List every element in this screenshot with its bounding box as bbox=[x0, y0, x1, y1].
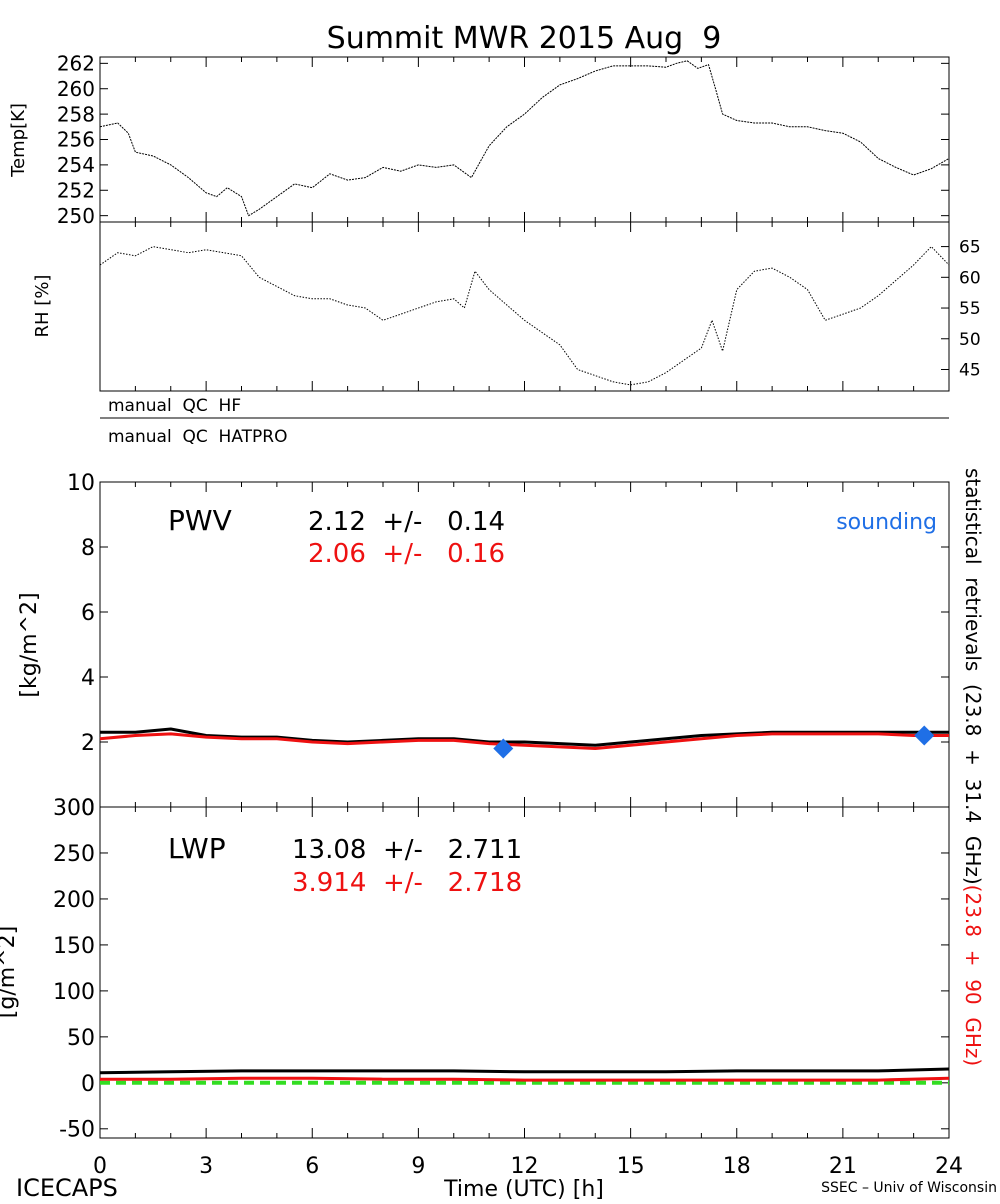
right-label-red: (23.8 + 90 GHz) bbox=[961, 885, 985, 1067]
rh-ylabel: RH [%] bbox=[32, 275, 53, 338]
x-tick-label: 21 bbox=[829, 1154, 857, 1179]
lwp-red-stat: 3.914 +/- 2.718 bbox=[292, 868, 522, 898]
lwp-red-series-line bbox=[100, 1076, 950, 1082]
temp-ytick-label: 254 bbox=[57, 153, 95, 177]
x-tick-label: 3 bbox=[199, 1154, 213, 1179]
pwv-black-series-line bbox=[100, 727, 949, 747]
pwv-label: PWV bbox=[168, 504, 232, 537]
chart-title: Summit MWR 2015 Aug 9 bbox=[327, 21, 722, 56]
x-tick-label: 0 bbox=[93, 1154, 107, 1179]
pwv-ylabel: [kg/m^2] bbox=[17, 592, 42, 697]
lwp-series bbox=[99, 1067, 950, 1085]
sounding-point bbox=[493, 738, 514, 759]
lwp-black-stat: 13.08 +/- 2.711 bbox=[292, 835, 522, 865]
rh-ytick-label: 50 bbox=[959, 330, 981, 350]
rh-series-line bbox=[99, 246, 950, 386]
pwv-y-ticks: 0 2 4 6 8 10 bbox=[67, 471, 949, 821]
pwv-red-series-line bbox=[99, 732, 949, 750]
x-axis-label: Time (UTC) [h] bbox=[443, 1177, 604, 1200]
sounding-point bbox=[914, 725, 935, 746]
pwv-ytick-label: 10 bbox=[67, 471, 95, 496]
temp-ytick-label: 258 bbox=[57, 102, 95, 126]
pwv-red-stat: 2.06 +/- 0.16 bbox=[308, 539, 505, 569]
lwp-black-series-line bbox=[99, 1067, 950, 1075]
lwp-ytick-label: 200 bbox=[53, 888, 95, 913]
pwv-ytick-label: 8 bbox=[81, 536, 95, 561]
temp-ytick-label: 256 bbox=[57, 128, 95, 152]
lwp-label: LWP bbox=[168, 832, 226, 865]
lwp-ytick-label: 50 bbox=[67, 1026, 95, 1051]
x-tick-label: 15 bbox=[617, 1154, 645, 1179]
lwp-ytick-label: -50 bbox=[59, 1118, 95, 1143]
pwv-black-stat: 2.12 +/- 0.14 bbox=[308, 507, 505, 537]
lwp-ytick-label: 0 bbox=[81, 1072, 95, 1097]
temp-ytick-label: 252 bbox=[57, 178, 95, 202]
x-tick-label: 18 bbox=[723, 1154, 751, 1179]
qc-row-hatpro: manual QC HATPRO bbox=[108, 427, 287, 447]
x-tick-label: 6 bbox=[305, 1154, 319, 1179]
pwv-ytick-label: 6 bbox=[81, 601, 95, 626]
x-tick-label: 9 bbox=[411, 1154, 425, 1179]
qc-row-hf: manual QC HF bbox=[108, 396, 241, 416]
pwv-series bbox=[99, 725, 949, 759]
rh-ytick-label: 65 bbox=[959, 238, 981, 258]
lwp-y-ticks: -50 0 50 100 150 200 250 300 bbox=[53, 796, 949, 1143]
temp-ytick-label: 250 bbox=[57, 204, 95, 228]
rh-ytick-label: 55 bbox=[959, 299, 981, 319]
rh-ytick-label: 60 bbox=[959, 268, 981, 288]
sounding-legend: sounding bbox=[836, 510, 937, 535]
right-label: statistical retrievals (23.8 + 31.4 GHz)… bbox=[961, 468, 985, 1066]
lwp-ylabel: [g/m^2] bbox=[0, 926, 20, 1018]
rh-series bbox=[99, 246, 950, 386]
lwp-ytick-label: 250 bbox=[53, 842, 95, 867]
lwp-ytick-label: 300 bbox=[53, 796, 95, 821]
pwv-ytick-label: 2 bbox=[81, 731, 95, 756]
x-tick-label: 24 bbox=[935, 1154, 963, 1179]
lwp-ytick-label: 100 bbox=[53, 980, 95, 1005]
lwp-ytick-label: 150 bbox=[53, 934, 95, 959]
pwv-ytick-label: 0 bbox=[81, 796, 95, 821]
temp-ytick-label: 262 bbox=[57, 52, 95, 76]
temp-ytick-label: 260 bbox=[57, 77, 95, 101]
rh-ytick-label: 45 bbox=[959, 361, 981, 381]
temp-ylabel: Temp[K] bbox=[8, 103, 29, 178]
pwv-ytick-label: 4 bbox=[81, 666, 95, 691]
footer-right: SSEC – Univ of Wisconsin bbox=[821, 1180, 997, 1196]
right-label-black: statistical retrievals (23.8 + 31.4 GHz) bbox=[961, 468, 985, 885]
rh-y-ticks: 45 50 55 60 65 bbox=[941, 238, 981, 381]
x-ticks: 0 3 6 9 12 15 18 21 24 bbox=[93, 57, 963, 1179]
temp-series-line bbox=[99, 60, 950, 217]
x-tick-label: 12 bbox=[511, 1154, 539, 1179]
temp-series bbox=[99, 60, 950, 217]
footer-left: ICECAPS bbox=[16, 1174, 118, 1200]
